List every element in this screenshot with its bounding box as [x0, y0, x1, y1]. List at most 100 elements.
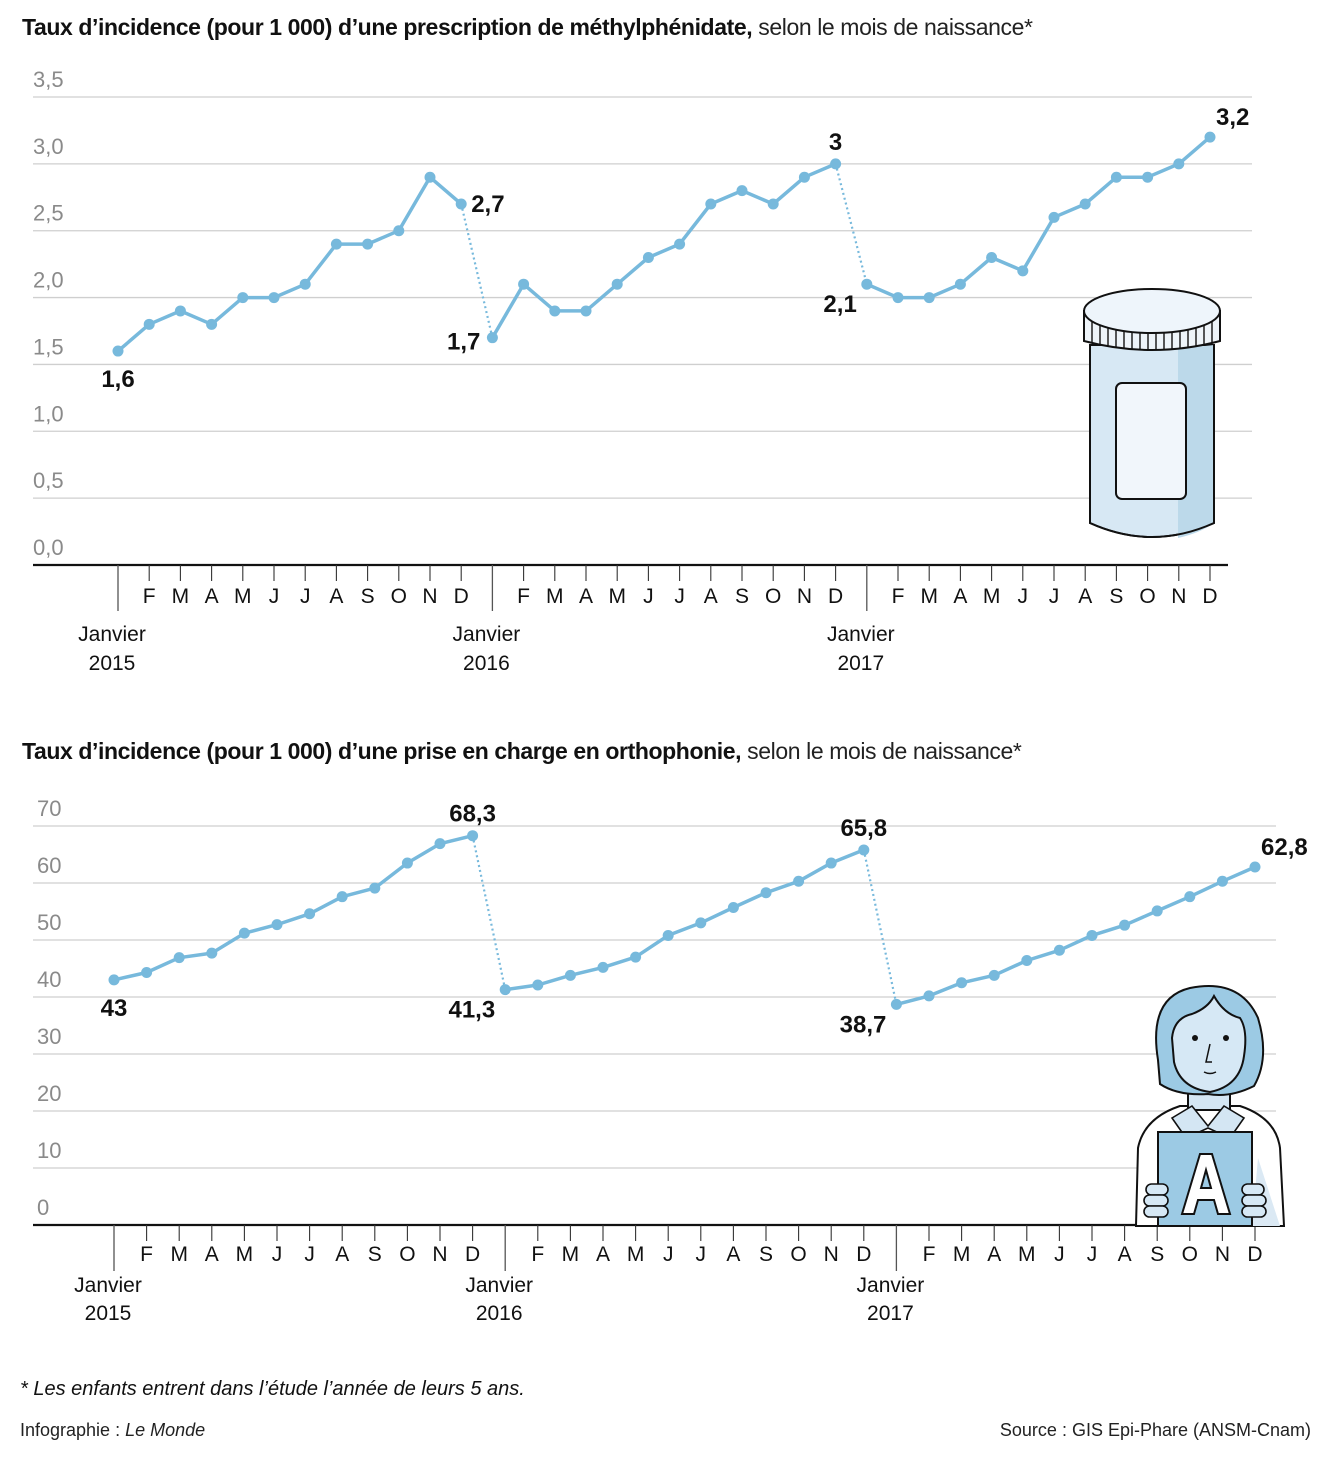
x-month-label: S	[1150, 1243, 1164, 1266]
x-month-label: A	[205, 1243, 219, 1266]
data-label: 68,3	[449, 801, 496, 828]
x-month-label: A	[205, 585, 219, 608]
data-point	[727, 902, 739, 914]
chart2-title-bold: Taux d’incidence (pour 1 000) d’une pris…	[22, 738, 742, 764]
x-month-label: M	[546, 585, 564, 608]
data-point	[206, 947, 218, 959]
x-year-label-year: 2015	[85, 1302, 132, 1325]
x-month-label: M	[172, 585, 190, 608]
data-point	[767, 198, 779, 210]
data-label: 1,6	[101, 366, 134, 393]
series-line-2017	[895, 865, 1256, 1007]
data-point	[532, 979, 544, 991]
y-tick-label: 0	[37, 1195, 49, 1220]
speech-therapist-icon	[1134, 985, 1286, 1227]
x-month-label: F	[892, 585, 905, 608]
data-point	[861, 278, 873, 290]
data-point	[330, 238, 342, 250]
data-point	[564, 969, 576, 981]
data-point	[434, 838, 446, 850]
data-point	[206, 318, 218, 330]
chart2-title-light: selon le mois de naissance*	[741, 738, 1022, 764]
x-month-label: A	[704, 585, 718, 608]
y-tick-label: 1,0	[33, 401, 64, 426]
x-year-label-year: 2015	[89, 652, 136, 675]
data-label: 2,1	[823, 291, 856, 318]
data-point	[271, 919, 283, 931]
y-tick-label: 10	[37, 1138, 61, 1163]
data-point	[1142, 171, 1154, 183]
x-month-label: J	[1054, 1243, 1065, 1266]
x-month-label: A	[726, 1243, 740, 1266]
data-point	[580, 305, 592, 317]
series-line-2016	[490, 162, 837, 339]
y-tick-label: 70	[37, 796, 61, 821]
x-month-label: O	[1139, 585, 1155, 608]
data-point	[736, 185, 748, 197]
x-month-label: A	[579, 585, 593, 608]
year-connector-dotted	[471, 835, 507, 990]
data-point	[674, 238, 686, 250]
x-month-label: M	[953, 1243, 971, 1266]
x-month-label: M	[983, 585, 1001, 608]
data-point	[858, 844, 870, 856]
x-month-label: M	[170, 1243, 188, 1266]
x-month-label: S	[735, 585, 749, 608]
x-month-label: J	[300, 585, 311, 608]
x-month-label: O	[391, 585, 407, 608]
data-point	[1184, 891, 1196, 903]
data-point	[237, 292, 249, 304]
x-month-label: J	[663, 1243, 674, 1266]
x-month-label: F	[531, 1243, 544, 1266]
data-point	[173, 952, 185, 964]
x-month-label: D	[1247, 1243, 1262, 1266]
y-tick-label: 60	[37, 853, 61, 878]
data-point	[1086, 929, 1098, 941]
x-month-label: M	[236, 1243, 254, 1266]
chart1-title: Taux d’incidence (pour 1 000) d’une pres…	[22, 14, 1033, 41]
data-point	[597, 961, 609, 973]
x-month-label: A	[953, 585, 967, 608]
x-month-label: M	[234, 585, 252, 608]
x-month-label: N	[797, 585, 812, 608]
x-month-label: S	[368, 1243, 382, 1266]
data-point	[923, 990, 935, 1002]
year-connector-dotted	[834, 163, 868, 285]
x-month-label: D	[465, 1243, 480, 1266]
data-point	[112, 345, 124, 357]
data-point	[825, 857, 837, 869]
series-line-2015	[116, 175, 463, 353]
x-month-label: N	[1171, 585, 1186, 608]
data-point	[518, 278, 530, 290]
data-point	[1119, 919, 1131, 931]
data-label: 43	[101, 995, 128, 1022]
y-tick-label: 1,5	[33, 334, 64, 359]
data-point	[299, 278, 311, 290]
x-month-label: N	[1215, 1243, 1230, 1266]
data-point	[143, 318, 155, 330]
data-point	[1249, 861, 1261, 873]
x-month-label: M	[627, 1243, 645, 1266]
data-point	[798, 171, 810, 183]
chart1-title-light: selon le mois de naissance*	[752, 14, 1033, 40]
data-point	[760, 887, 772, 899]
data-point	[923, 292, 935, 304]
data-point	[238, 927, 250, 939]
x-month-label: D	[828, 585, 843, 608]
data-point	[268, 292, 280, 304]
data-point	[830, 158, 842, 170]
x-month-label: A	[1078, 585, 1092, 608]
x-year-label-year: 2016	[463, 652, 510, 675]
data-point	[986, 251, 998, 263]
x-month-label: D	[1202, 585, 1217, 608]
data-point	[793, 875, 805, 887]
x-year-label-month: Janvier	[465, 1274, 533, 1297]
x-month-label: M	[608, 585, 626, 608]
x-year-label-year: 2017	[867, 1302, 914, 1325]
x-month-label: D	[454, 585, 469, 608]
y-tick-label: 0,0	[33, 535, 64, 560]
data-point	[424, 171, 436, 183]
year-connector-dotted	[862, 849, 898, 1005]
x-year-label-month: Janvier	[453, 623, 521, 646]
